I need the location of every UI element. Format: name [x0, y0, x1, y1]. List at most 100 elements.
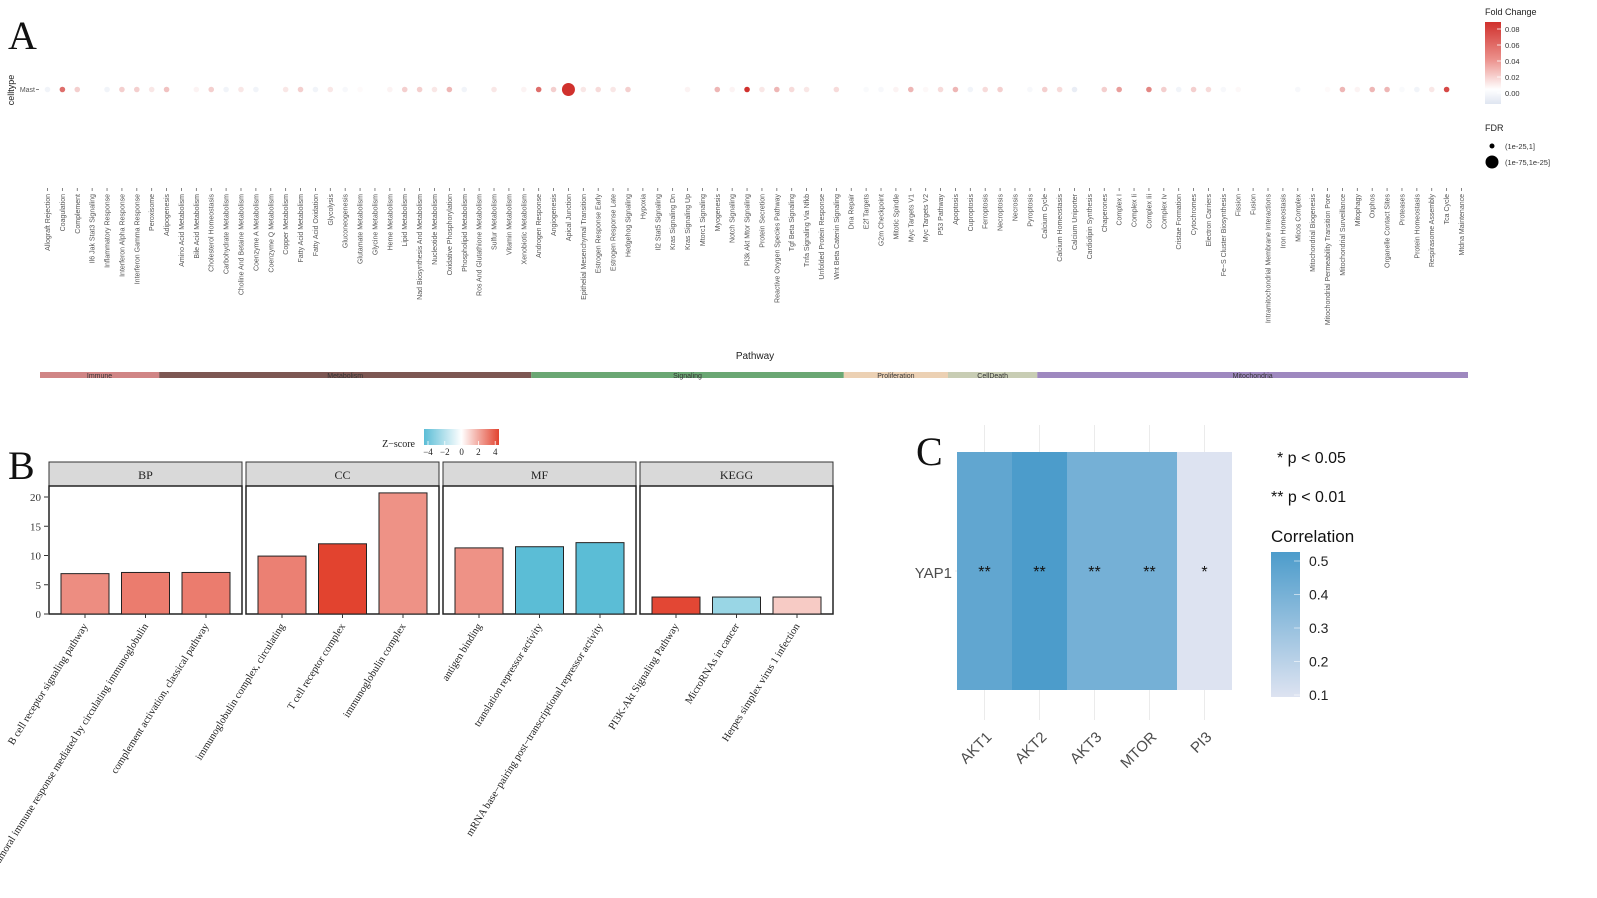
data-dot: [1056, 86, 1063, 93]
bar: [454, 547, 504, 615]
x-tick-label: Electron Carriers: [1206, 194, 1213, 247]
x-tick-label: Notch Signaling: [730, 194, 737, 243]
data-dot: [327, 86, 334, 93]
data-dot: [1280, 86, 1286, 93]
x-tick-label: Mitochondrial Surveillance: [1340, 194, 1347, 276]
facet-title: MF: [531, 468, 549, 482]
x-tick-label: Sulfur Metabolism: [492, 194, 499, 250]
data-dot: [1458, 86, 1465, 93]
bar: [378, 492, 428, 615]
data-dot: [1161, 86, 1167, 93]
data-dot: [818, 86, 825, 93]
panel-c-heatmap: YAP1 ** ** ** ** *AKT1 AKT2 AKT3 MTOR PI3 * p < 0…: [915, 425, 1354, 772]
pathway-group-bar: [159, 372, 532, 378]
pathway-group-bar: [947, 372, 1038, 378]
x-tick-label: Glutamate Metabolism: [358, 194, 365, 264]
data-dot: [282, 86, 289, 93]
y-tick-label: 20: [30, 492, 42, 504]
data-dot: [1443, 86, 1450, 93]
data-dot: [1146, 86, 1152, 93]
x-tick-label: Pyroptosis: [1027, 194, 1034, 227]
x-tick-label: Unfolded Protein Response: [819, 194, 826, 280]
data-dot: [1428, 86, 1435, 93]
x-tick-label: Intramitochondrial Membrane Interactions: [1266, 194, 1273, 324]
data-dot: [610, 86, 616, 93]
fdr-legend-small-dot: [1489, 143, 1495, 149]
data-dot: [1265, 86, 1271, 93]
bar: [515, 546, 564, 615]
facet-title: CC: [334, 468, 350, 482]
colorbar-tick-label: 0.3: [1309, 620, 1329, 636]
column-label: AKT2: [1012, 729, 1051, 768]
data-dot: [163, 86, 170, 93]
heatmap-cell: [1012, 452, 1067, 690]
pathway-group-label: CellDeath: [977, 373, 1008, 380]
data-dot: [178, 86, 185, 93]
x-tick-label: Protein Secretion: [759, 194, 766, 248]
fold-change-legend-title: Fold Change: [1485, 7, 1537, 17]
x-tick-label: Complex Ii: [1132, 194, 1139, 228]
data-dot: [119, 86, 125, 93]
data-dot: [461, 86, 468, 93]
y-tick-label: 0: [36, 609, 42, 621]
heatmap-cell: [1067, 452, 1122, 690]
x-tick-label: Xenobiotic Metabolism: [521, 194, 528, 265]
column-label: PI3: [1187, 729, 1215, 757]
pathway-group-label: Signaling: [673, 373, 702, 380]
x-tick-label: translation repressor activity: [472, 621, 545, 729]
x-tick-label: Coenzyme Q Metabolism: [268, 194, 275, 273]
x-tick-label: Wnt Beta Catenin Signaling: [834, 194, 841, 280]
bar: [60, 573, 110, 615]
x-tick-label: Glycolysis: [328, 194, 335, 226]
data-dot: [208, 86, 215, 93]
data-dot: [1309, 86, 1316, 93]
x-tick-label: Mtdna Maintenance: [1459, 194, 1466, 256]
data-dot: [788, 86, 795, 93]
x-tick-label: Tnfa Signaling Via Nfkb: [804, 194, 811, 267]
x-tick-label: Necrosis: [1012, 194, 1019, 222]
row-label: YAP1: [915, 565, 952, 582]
data-dot: [907, 86, 914, 93]
x-tick-label: Coagulation: [60, 194, 67, 231]
y-tick-label: 10: [30, 551, 42, 563]
x-tick-label: Apical Junction: [566, 194, 573, 241]
x-tick-label: Fusion: [1251, 194, 1258, 215]
x-tick-label: E2f Targets: [864, 194, 871, 230]
bar: [121, 571, 170, 615]
data-dot: [1384, 86, 1390, 93]
x-tick-label: Complement: [75, 194, 82, 234]
x-tick-label: Interferon Alpha Response: [119, 194, 126, 277]
colorbar-tick-label: 0.00: [1505, 89, 1520, 98]
bar: [181, 571, 231, 615]
bar: [575, 542, 625, 615]
x-tick-label: MicroRNAs in cancer: [684, 621, 743, 706]
pathway-group-label: Mitochondria: [1233, 373, 1273, 380]
x-tick-label: mRNA base−pairing post−transcriptional r…: [464, 621, 605, 838]
x-tick-label: Protein Homeostasis: [1414, 194, 1421, 259]
data-dot: [669, 86, 676, 93]
data-dot: [74, 86, 81, 93]
x-tick-label: Gluconeogenesis: [343, 194, 350, 249]
significance-mark: **: [978, 564, 990, 581]
data-dot: [193, 86, 200, 93]
data-dot: [1071, 86, 1078, 93]
data-dot: [506, 86, 512, 93]
data-dot: [372, 86, 378, 93]
data-dot: [1205, 86, 1212, 93]
colorbar-tick-label: −4: [423, 447, 433, 457]
x-tick-label: Complex I: [1117, 194, 1124, 226]
x-tick-label: Oxidative Phosphorylation: [447, 194, 454, 275]
data-dot: [1250, 86, 1256, 93]
x-tick-label: Inflammatory Response: [105, 194, 112, 268]
x-tick-label: Vitamin Metabolism: [506, 194, 513, 255]
data-dot: [863, 86, 869, 93]
x-tick-label: Apoptosis: [953, 194, 960, 225]
panel-a-dotplot: celltype Mast Allograft Rejection Coagula…: [6, 7, 1550, 380]
colorbar-tick-label: 2: [476, 447, 481, 457]
data-dot: [342, 86, 348, 93]
facet-title: BP: [138, 468, 153, 482]
data-dot: [104, 86, 110, 93]
fdr-legend-item: (1e-75,1e-25]: [1505, 158, 1550, 167]
pathway-group-label: Metabolism: [327, 373, 363, 380]
column-label: MTOR: [1117, 729, 1160, 772]
